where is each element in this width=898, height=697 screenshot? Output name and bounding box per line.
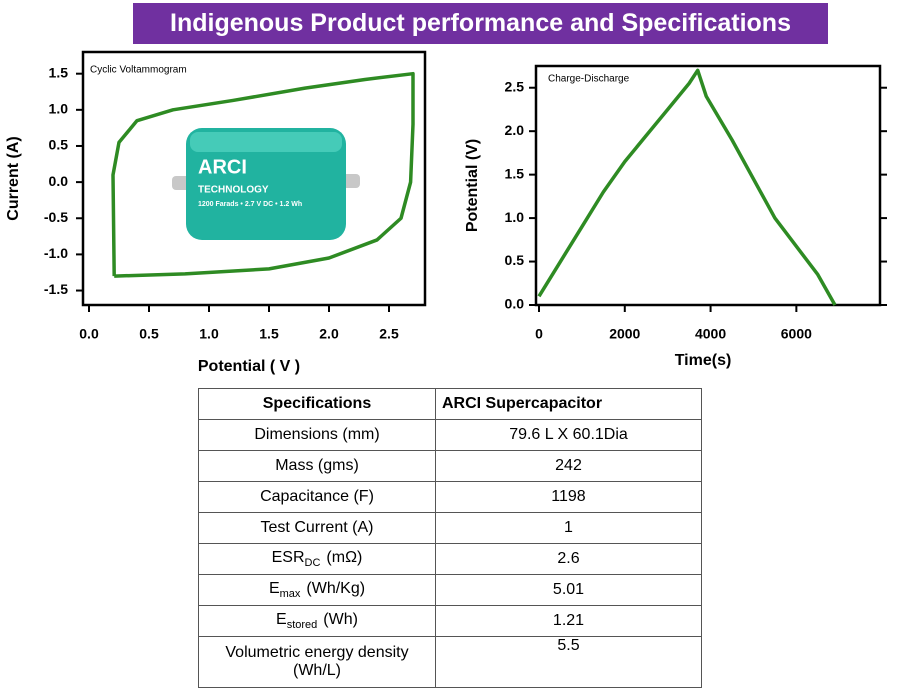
- header-cell: ARCI Supercapacitor: [435, 388, 702, 420]
- chart-title: Cyclic Voltammogram: [90, 65, 187, 76]
- y-tick-label: -0.5: [44, 209, 68, 225]
- spec-label: ESRDC (mΩ): [198, 543, 436, 575]
- table-row: Mass (gms) 242: [198, 450, 702, 482]
- spec-label: Test Current (A): [198, 512, 436, 544]
- label-text: Volumetric energy density (Wh/L): [225, 644, 409, 679]
- table-row: Estored (Wh) 1.21: [198, 605, 702, 637]
- capacitor-image: ARCI TECHNOLOGY 1200 Farads • 2.7 V DC •…: [172, 128, 360, 240]
- data-line: [111, 71, 415, 278]
- spec-value: 79.6 L X 60.1Dia: [435, 419, 702, 451]
- spec-value: 5.5: [435, 636, 702, 688]
- x-tick-label: 0.0: [79, 326, 99, 342]
- x-axis-title: Potential ( V ): [198, 358, 300, 375]
- y-axis-title: Current (A): [5, 136, 22, 220]
- spec-value: 1.21: [435, 605, 702, 637]
- label-unit: (mΩ): [326, 548, 363, 566]
- x-tick-label: 1.0: [199, 326, 219, 342]
- label-text: Capacitance (F): [260, 488, 374, 505]
- y-tick-label: 0.5: [505, 252, 525, 268]
- spec-label: Emax (Wh/Kg): [198, 574, 436, 606]
- image-label: ARCI: [198, 156, 247, 178]
- x-tick-label: 2000: [609, 326, 640, 342]
- data-line: [537, 68, 837, 306]
- header-cell: Specifications: [198, 388, 436, 420]
- x-tick-label: 2.0: [319, 326, 339, 342]
- spec-value: 5.01: [435, 574, 702, 606]
- x-tick-label: 4000: [695, 326, 726, 342]
- header-row: Specifications ARCI Supercapacitor: [198, 388, 702, 420]
- spec-label: Capacitance (F): [198, 481, 436, 513]
- table-row: Volumetric energy density (Wh/L) 5.5: [198, 636, 702, 688]
- spec-value: 1198: [435, 481, 702, 513]
- label-subscript: max: [279, 588, 301, 601]
- spec-label: Volumetric energy density (Wh/L): [198, 636, 436, 688]
- image-label: TECHNOLOGY: [198, 185, 269, 196]
- capacitor-body: [186, 128, 346, 240]
- label-unit: (Wh/Kg): [306, 579, 366, 597]
- spec-value: 242: [435, 450, 702, 482]
- y-tick-label: -1.0: [44, 245, 68, 261]
- x-axis-title: Time(s): [675, 352, 732, 369]
- y-tick-label: -1.5: [44, 281, 68, 297]
- label-unit: (Wh): [323, 610, 358, 628]
- spec-value: 1: [435, 512, 702, 544]
- label-text: E: [276, 610, 287, 628]
- label-subscript: DC: [304, 557, 321, 570]
- table-row: Capacitance (F) 1198: [198, 481, 702, 513]
- y-axis-title: Potential (V): [464, 139, 481, 232]
- y-tick-label: 1.0: [49, 101, 69, 117]
- x-tick-label: 1.5: [259, 326, 279, 342]
- plot-frame: [534, 64, 882, 307]
- label-text: Test Current (A): [260, 519, 374, 536]
- highlight: [190, 132, 342, 152]
- title-banner: Indigenous Product performance and Speci…: [133, 3, 828, 44]
- charts: ARCI TECHNOLOGY 1200 Farads • 2.7 V DC •…: [5, 50, 887, 375]
- spec-label: Dimensions (mm): [198, 419, 436, 451]
- y-tick-label: 2.5: [505, 78, 525, 94]
- image-label: 1200 Farads • 2.7 V DC • 1.2 Wh: [198, 201, 302, 208]
- table-row: ESRDC (mΩ) 2.6: [198, 543, 702, 575]
- label-text: E: [268, 579, 280, 597]
- x-tick-label: 6000: [781, 326, 812, 342]
- y-tick-label: 1.5: [49, 64, 69, 80]
- x-tick-label: 0.5: [139, 326, 159, 342]
- table-row: Dimensions (mm) 79.6 L X 60.1Dia: [198, 419, 702, 451]
- label-text: ESR: [271, 548, 305, 566]
- y-tick-label: 0.0: [49, 173, 69, 189]
- x-tick-label: 0: [535, 326, 543, 342]
- label-text: Dimensions (mm): [254, 426, 380, 443]
- x-tick-label: 2.5: [379, 326, 399, 342]
- spec-label: Estored (Wh): [198, 605, 436, 637]
- spec-value: 2.6: [435, 543, 702, 575]
- spec-table: Specifications ARCI Supercapacitor Dimensi…: [198, 388, 702, 688]
- y-tick-label: 0.0: [505, 296, 525, 312]
- spec-label: Mass (gms): [198, 450, 436, 482]
- label-subscript: stored: [286, 619, 318, 632]
- y-tick-label: 0.5: [49, 137, 69, 153]
- plot-frame: [81, 50, 427, 307]
- y-tick-label: 1.0: [505, 209, 525, 225]
- y-tick-label: 1.5: [505, 165, 525, 181]
- label-text: Mass (gms): [275, 457, 359, 474]
- chart-title: Charge-Discharge: [548, 74, 630, 85]
- y-tick-label: 2.0: [505, 122, 525, 138]
- table-row: Test Current (A) 1: [198, 512, 702, 544]
- table-row: Emax (Wh/Kg) 5.01: [198, 574, 702, 606]
